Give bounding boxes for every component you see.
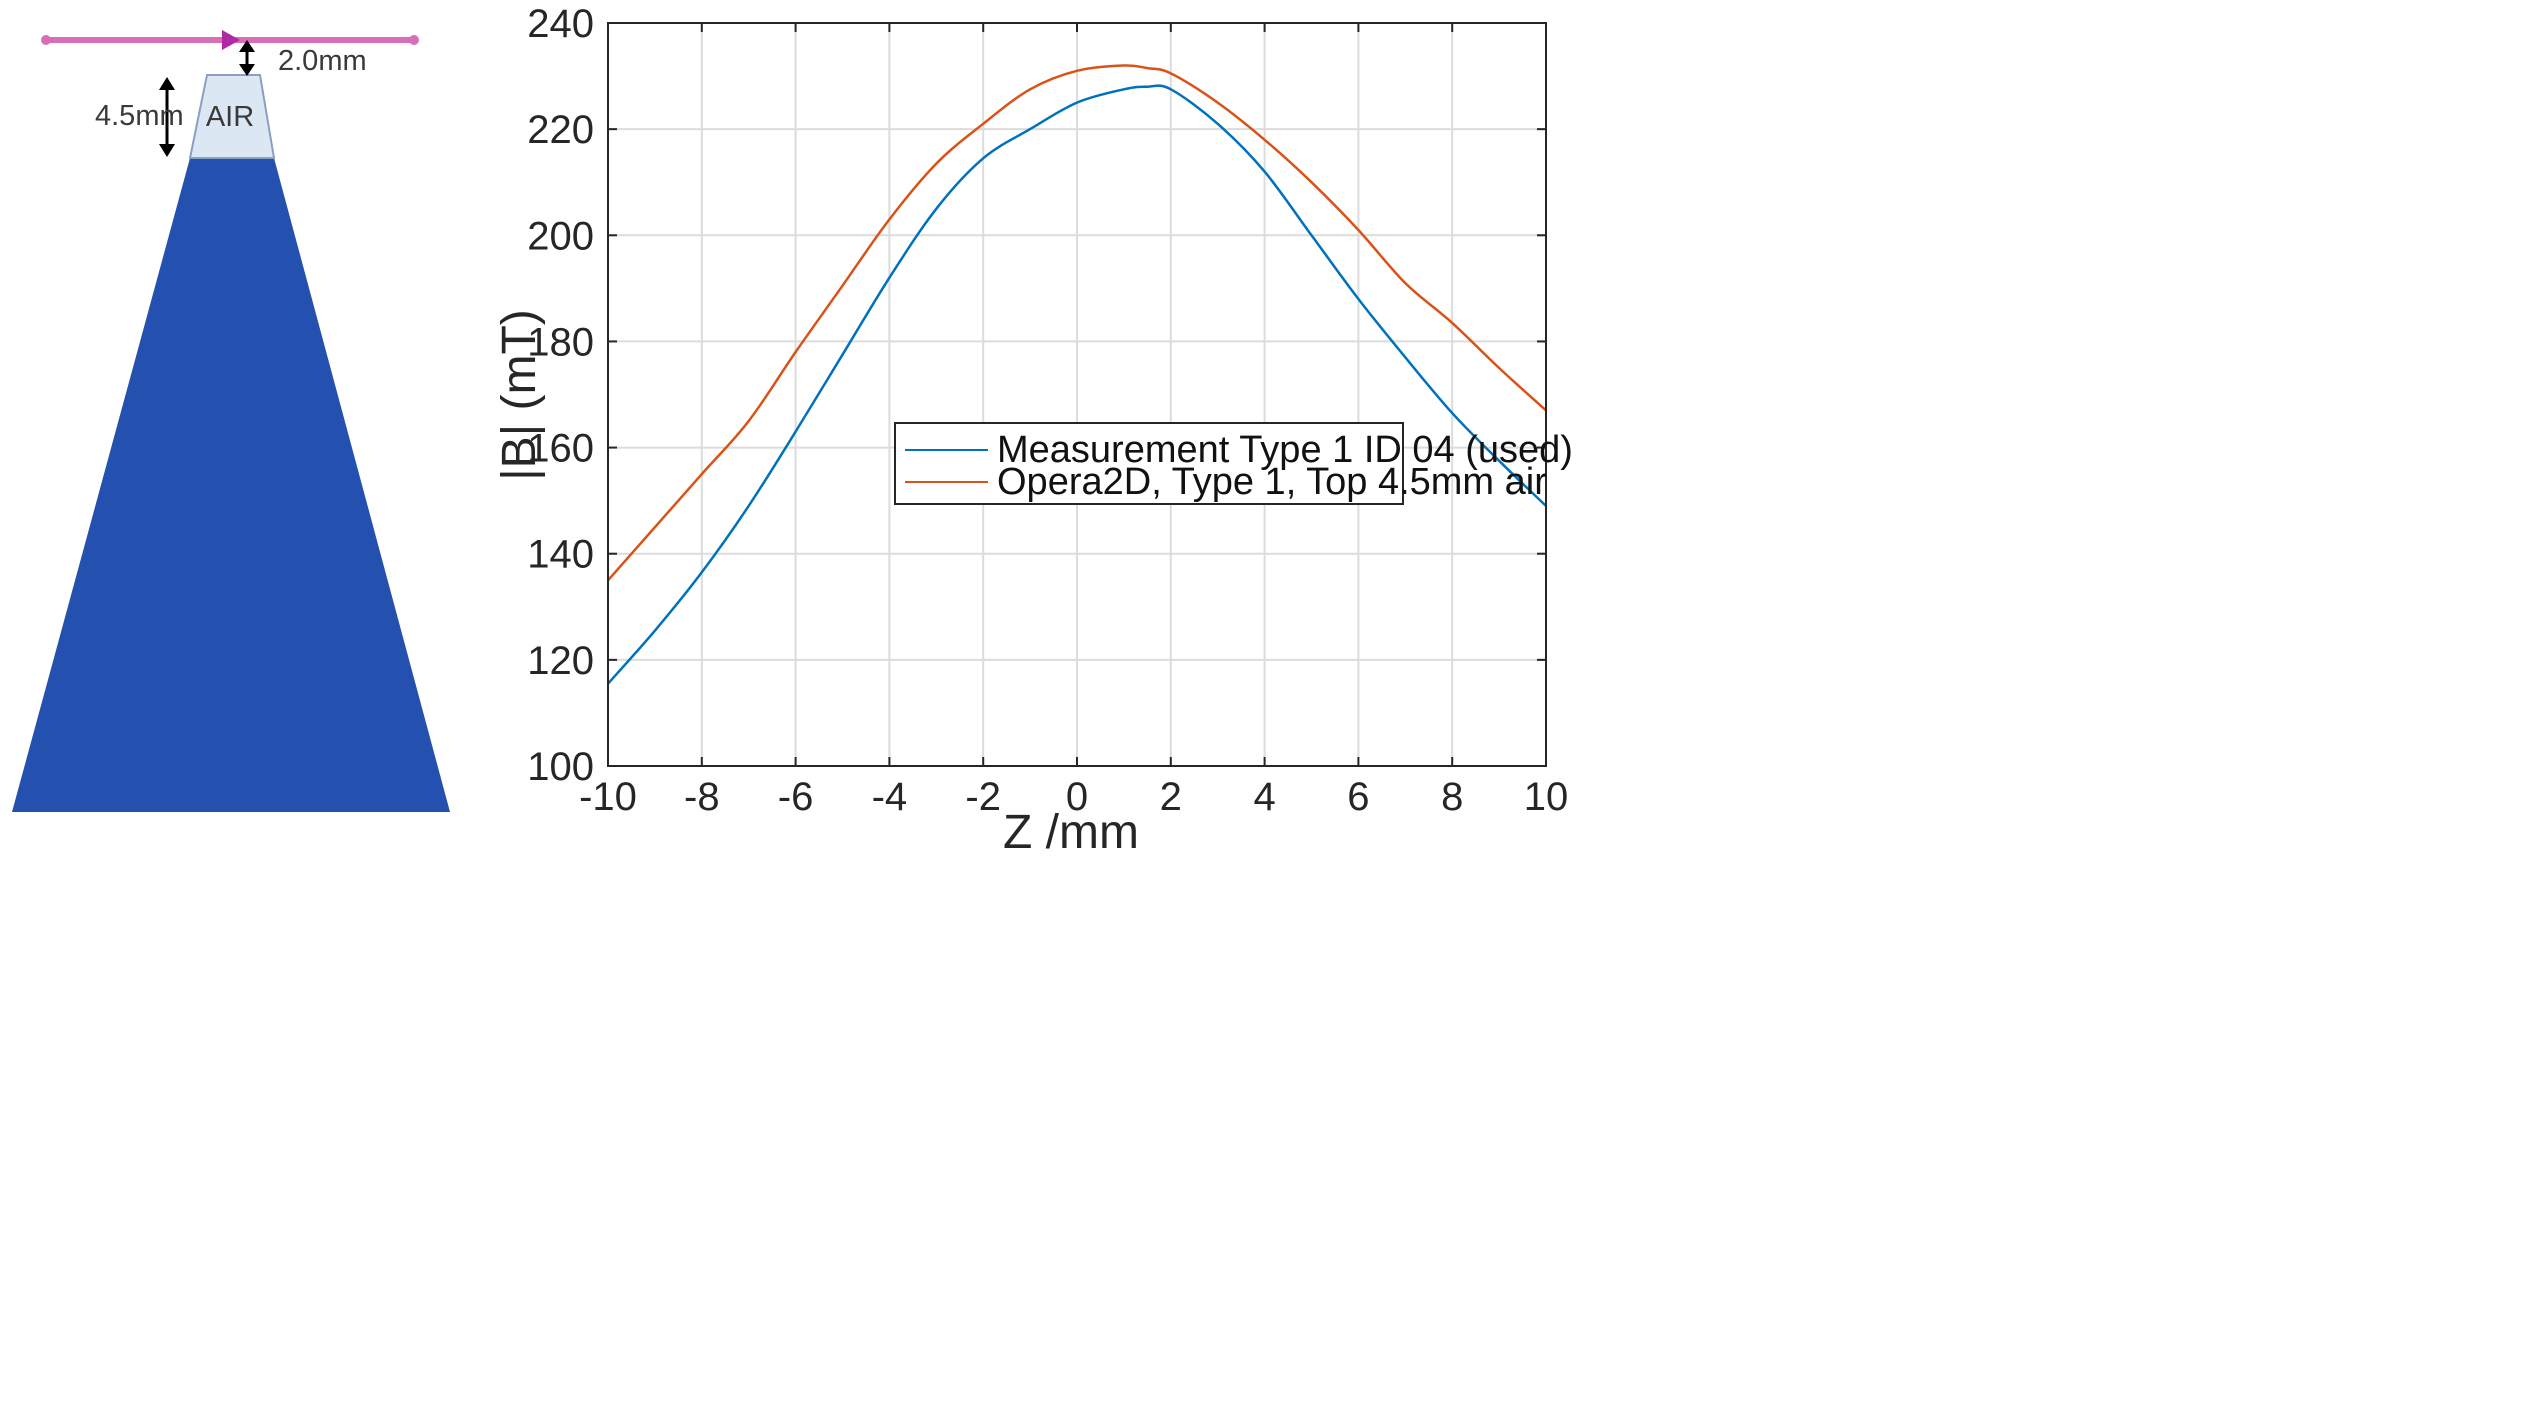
measurement-line-start-dot — [41, 35, 51, 45]
x-tick-label: -10 — [579, 775, 637, 819]
y-tick-label: 120 — [527, 639, 594, 683]
series-line-measurement — [607, 84, 1547, 685]
y-tick-label: 100 — [527, 745, 594, 789]
legend-box — [894, 422, 1404, 505]
y-tick-label: 200 — [527, 214, 594, 258]
x-tick-label: 8 — [1441, 775, 1463, 819]
x-tick-label: 0 — [1066, 775, 1088, 819]
legend-label-measurement: Measurement Type 1 ID 04 (used) — [997, 429, 1573, 471]
air-label: AIR — [206, 101, 254, 133]
y-tick-label: 240 — [527, 2, 594, 46]
measurement-line-end-dot — [409, 35, 419, 45]
iron-pole — [12, 158, 450, 812]
x-tick-label: -2 — [965, 775, 1001, 819]
y-tick-label: 160 — [527, 427, 594, 471]
x-tick-label: -8 — [684, 775, 720, 819]
x-tick-label: 2 — [1160, 775, 1182, 819]
legend-label-opera2d: Opera2D, Type 1, Top 4.5mm air — [997, 461, 1547, 503]
y-tick-label: 140 — [527, 533, 594, 577]
series-group — [607, 64, 1547, 685]
x-tick-label: -6 — [778, 775, 814, 819]
gap-dimension-label: 2.0mm — [278, 45, 367, 77]
tick-labels: -10 -8 -6 -4 -2 0 2 4 6 8 10 100 120 140 160 180 200 220 2… — [527, 2, 1568, 819]
air-height-dimension-arrow — [159, 77, 175, 157]
series-line-opera2d — [607, 64, 1547, 582]
gap-dimension-arrow — [239, 40, 255, 76]
air-region — [188, 74, 276, 159]
x-tick-label: 4 — [1253, 775, 1275, 819]
x-tick-label: -4 — [872, 775, 908, 819]
air-height-label: 4.5mm — [95, 100, 184, 132]
pole-diagram: AIR 2.0mm 4.5mm — [12, 30, 450, 812]
y-axis-label: |B| (mT) — [493, 309, 546, 481]
measurement-direction-arrow-icon — [222, 30, 240, 50]
y-tick-label: 220 — [527, 108, 594, 152]
x-tick-label: 10 — [1524, 775, 1569, 819]
x-axis-label: Z /mm — [1003, 806, 1139, 859]
x-tick-label: 6 — [1347, 775, 1369, 819]
legend: Measurement Type 1 ID 04 (used) Opera2D,… — [894, 422, 1573, 505]
y-tick-label: 180 — [527, 320, 594, 364]
